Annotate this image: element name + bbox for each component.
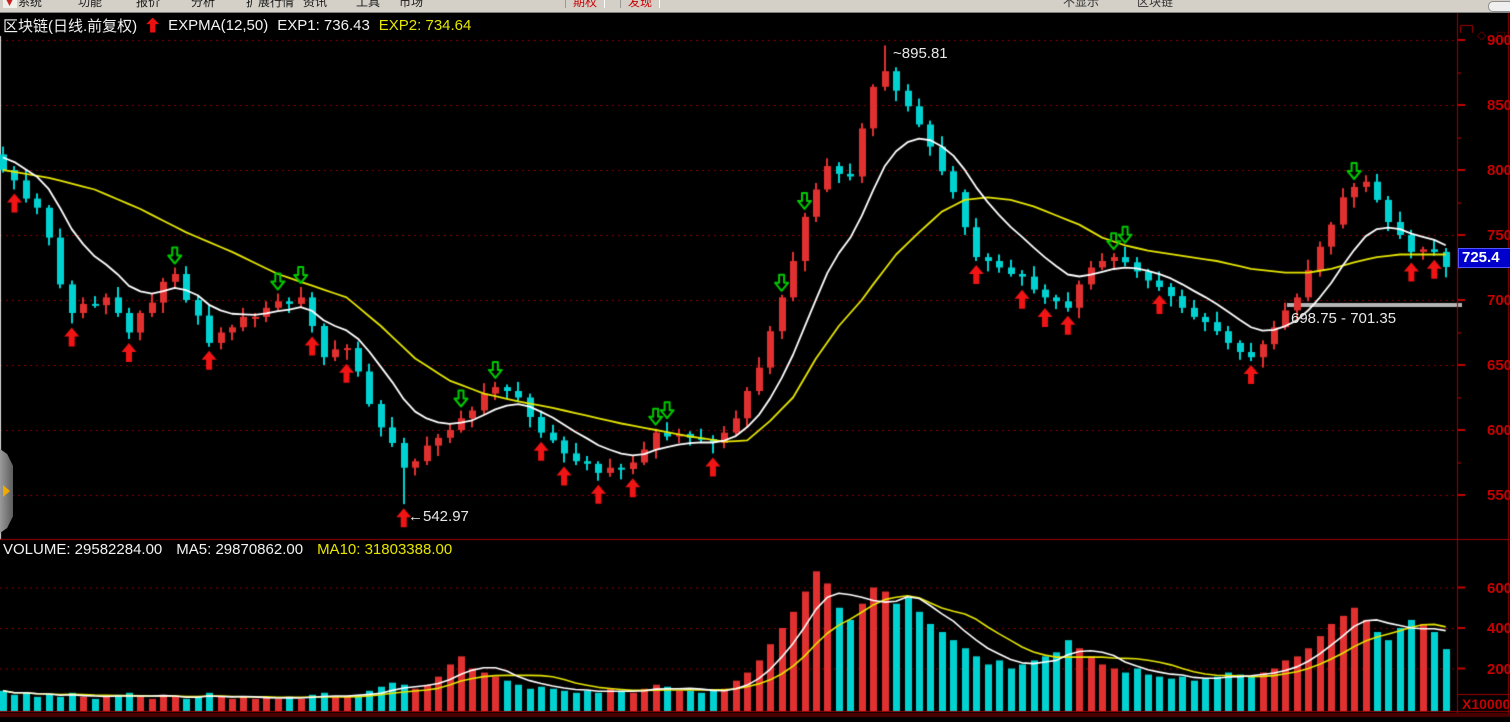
menu-item-7[interactable]: 工具 — [356, 0, 381, 9]
menu-item-hot-2[interactable]: 发现 — [620, 0, 661, 8]
volume-axis-label: 2000 — [1487, 660, 1510, 678]
volume-ma10-value: MA10: 31803388.00 — [317, 541, 453, 558]
price-axis-label: 850 — [1487, 97, 1510, 114]
price-axis-label: 900 — [1487, 32, 1510, 49]
indicator-label[interactable]: EXPMA(12,50) — [168, 16, 269, 34]
menu-item-8[interactable]: 市场 — [399, 0, 424, 9]
window-corner-icons[interactable]: ◇ □ — [1477, 28, 1509, 42]
menu-scroll-button[interactable] — [1488, 1, 1510, 12]
volume-axis-label: 6000 — [1487, 579, 1510, 597]
volume-unit-label: X10000 — [1462, 696, 1509, 712]
menu-item-4[interactable]: 分析 — [191, 0, 216, 9]
peak-annotation: ~895.81 — [893, 45, 948, 62]
exp2-value: EXP2: 734.64 — [378, 16, 472, 34]
price-axis-label: 750 — [1487, 227, 1510, 244]
price-axis-label: 700 — [1487, 292, 1510, 309]
menu-item-5[interactable]: 扩展行情 — [246, 0, 295, 9]
volume-axis-label: 4000 — [1487, 620, 1510, 637]
volume-value: VOLUME: 29582284.00 — [3, 541, 163, 558]
price-axis-label: 550 — [1487, 487, 1510, 504]
trough-annotation: ←542.97 — [408, 508, 469, 525]
last-price-tag: 725.4 — [1458, 248, 1510, 268]
stock-title: 区块链(日线.前复权) — [3, 17, 138, 35]
expand-arrow-icon — [3, 485, 10, 497]
chart-title: 区块链(日线.前复权) EXPMA(12,50) EXP1: 736.43 EX… — [3, 16, 472, 35]
app-icon[interactable] — [3, 0, 17, 8]
menu-item-hot-1[interactable]: 期权 — [565, 0, 606, 8]
menu-item-1[interactable]: 系统 — [18, 0, 43, 9]
volume-header: VOLUME: 29582284.00 MA5: 29870862.00 MA1… — [3, 541, 452, 558]
app-logo-icon — [5, 0, 14, 6]
side-panel-handle[interactable] — [0, 449, 13, 533]
menu-item-6[interactable]: 资讯 — [303, 0, 328, 9]
menu-right-text: 不显示 — [1063, 0, 1100, 9]
menu-item-3[interactable]: 报价 — [136, 0, 161, 9]
up-arrow-icon — [146, 17, 160, 33]
price-axis-label: 800 — [1487, 162, 1510, 179]
price-axis-label: 600 — [1487, 422, 1510, 439]
menu-bar: 系统 功能 报价 分析 扩展行情 资讯 工具 市场 期权 发现 不显示 区块链 — [0, 0, 1510, 13]
price-axis-label: 650 — [1487, 357, 1510, 374]
menu-item-2[interactable]: 功能 — [78, 0, 103, 9]
menu-right-stock: 区块链 — [1137, 0, 1174, 9]
volume-ma5-value: MA5: 29870862.00 — [176, 541, 304, 558]
gap-annotation: 698.75 - 701.35 — [1291, 310, 1397, 327]
exp1-value: EXP1: 736.43 — [277, 16, 370, 34]
